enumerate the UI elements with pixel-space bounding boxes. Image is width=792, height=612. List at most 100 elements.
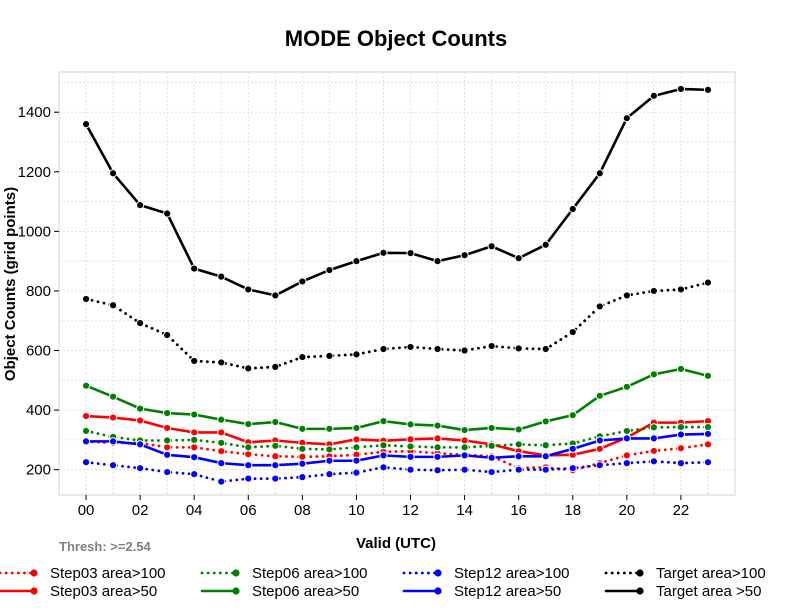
data-point	[541, 452, 550, 461]
data-point	[406, 249, 415, 258]
data-point	[514, 425, 523, 434]
data-point	[703, 458, 713, 467]
data-point	[676, 364, 686, 374]
legend-label: Step06 area>100	[252, 565, 368, 582]
series-line	[84, 439, 710, 472]
data-point	[271, 474, 280, 483]
data-point	[163, 330, 172, 340]
data-point	[622, 382, 631, 391]
x-tick-label: 16	[510, 502, 527, 519]
x-tick-label: 04	[186, 502, 203, 519]
data-point	[487, 453, 496, 462]
data-point	[703, 278, 713, 287]
data-point	[244, 285, 253, 294]
series-step12-area-100	[81, 457, 713, 486]
series-step06-area-100	[81, 422, 713, 454]
data-point	[703, 440, 713, 449]
data-point	[325, 470, 334, 479]
data-point	[163, 467, 172, 477]
x-tick-label: 18	[564, 502, 581, 519]
y-tick-label: 800	[26, 283, 51, 300]
data-point	[379, 248, 388, 257]
data-point	[460, 465, 469, 474]
y-axis: 200 400 600 800 1000 1200 1400	[18, 104, 59, 479]
data-point	[676, 459, 686, 468]
data-point	[649, 446, 658, 456]
data-point	[433, 257, 442, 266]
legend-label: Step03 area>50	[50, 583, 157, 600]
data-point	[676, 285, 686, 294]
data-point	[190, 356, 199, 366]
data-point	[217, 272, 226, 281]
data-point	[703, 422, 713, 432]
data-point	[406, 342, 415, 352]
data-point	[487, 423, 496, 433]
plot-area	[58, 71, 736, 496]
x-tick-label: 12	[402, 502, 419, 519]
data-point	[217, 415, 226, 424]
data-point	[433, 443, 442, 452]
data-point	[433, 452, 442, 461]
data-point	[163, 209, 172, 218]
data-point	[81, 120, 91, 129]
data-point	[217, 358, 226, 367]
y-axis-label: Object Counts (grid points)	[2, 187, 19, 381]
data-point	[703, 371, 713, 380]
data-point	[163, 423, 172, 433]
data-point	[541, 465, 550, 474]
data-point	[244, 364, 253, 373]
data-point	[163, 443, 172, 452]
data-point	[325, 456, 334, 465]
data-point	[163, 436, 172, 445]
data-point	[622, 291, 631, 300]
data-point	[379, 463, 388, 472]
y-tick-label: 400	[26, 402, 51, 419]
data-point	[190, 435, 199, 444]
data-point	[406, 435, 415, 444]
data-point	[190, 470, 199, 479]
data-point	[487, 242, 496, 251]
grid	[59, 72, 735, 495]
data-point	[460, 443, 469, 452]
data-point	[298, 459, 307, 468]
data-point	[703, 429, 713, 439]
data-point	[406, 452, 415, 461]
data-point	[108, 461, 118, 470]
data-point	[108, 437, 118, 446]
data-point	[622, 451, 631, 460]
legend-swatch-marker	[636, 569, 644, 577]
data-point	[298, 424, 307, 433]
data-point	[244, 443, 253, 452]
data-point	[136, 464, 145, 473]
data-point	[568, 464, 577, 473]
data-point	[217, 477, 226, 486]
threshold-annotation: Thresh: >=2.54	[59, 539, 152, 554]
legend-item-step12-area-100: Step12 area>100	[402, 565, 570, 582]
series-group	[81, 84, 713, 486]
data-point	[352, 443, 361, 452]
data-point	[81, 294, 91, 304]
data-point	[325, 265, 334, 275]
data-point	[433, 466, 442, 475]
data-point	[622, 459, 631, 468]
legend-label: Step03 area>100	[50, 565, 166, 582]
data-point	[163, 450, 172, 459]
legend-item-target-area-100: Target area>100	[604, 565, 766, 582]
data-point	[406, 465, 415, 474]
legend-label: Step06 area>50	[252, 583, 359, 600]
data-point	[379, 441, 388, 450]
data-point	[298, 352, 307, 362]
x-tick-label: 06	[240, 502, 257, 519]
x-axis-label: Valid (UTC)	[356, 535, 436, 552]
data-point	[433, 344, 442, 354]
data-point	[460, 451, 469, 460]
legend-swatch-marker	[30, 587, 38, 595]
data-point	[622, 434, 631, 443]
series-line	[84, 432, 710, 467]
data-point	[379, 451, 388, 460]
data-point	[595, 302, 604, 311]
data-point	[271, 452, 280, 461]
data-point	[649, 286, 658, 296]
legend-item-target-area-50: Target area >50	[604, 583, 762, 600]
